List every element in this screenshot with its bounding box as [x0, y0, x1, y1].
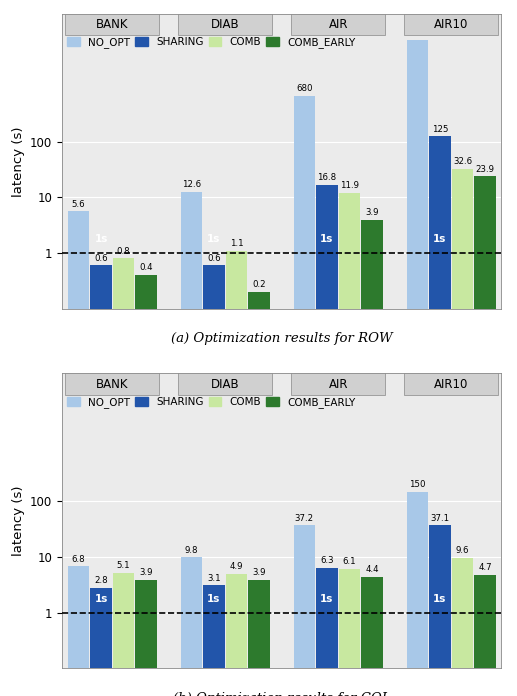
Bar [452, 169, 473, 696]
Text: 5.1: 5.1 [117, 562, 130, 571]
Text: (b) Optimization results for COL: (b) Optimization results for COL [173, 692, 390, 696]
Bar [203, 585, 225, 696]
Text: 4.7: 4.7 [478, 564, 492, 573]
FancyBboxPatch shape [404, 374, 498, 395]
Bar [406, 491, 428, 696]
Text: BANK: BANK [96, 18, 129, 31]
Text: 3.9: 3.9 [252, 568, 266, 577]
Text: 3.9: 3.9 [366, 208, 379, 217]
Text: 1s: 1s [207, 234, 221, 244]
Text: 680: 680 [296, 84, 313, 93]
Text: AIR: AIR [328, 377, 348, 390]
Bar [406, 40, 428, 696]
Text: 1.1: 1.1 [230, 239, 244, 248]
Bar [203, 265, 225, 696]
Bar [113, 574, 134, 696]
Bar [475, 575, 496, 696]
Bar [249, 292, 270, 696]
FancyBboxPatch shape [292, 14, 385, 35]
Text: 150: 150 [409, 480, 425, 489]
Text: 1s: 1s [433, 234, 447, 244]
FancyBboxPatch shape [66, 374, 159, 395]
Bar [316, 568, 338, 696]
Text: 1s: 1s [320, 234, 333, 244]
Text: AIR: AIR [328, 18, 348, 31]
Bar [361, 220, 383, 696]
Bar [226, 251, 247, 696]
Bar [316, 185, 338, 696]
Text: 3.1: 3.1 [207, 574, 221, 583]
Text: 125: 125 [432, 125, 448, 134]
Text: 0.2: 0.2 [252, 280, 266, 289]
Text: 16.8: 16.8 [317, 173, 337, 182]
Text: 4.4: 4.4 [366, 565, 379, 574]
Text: 37.2: 37.2 [295, 514, 314, 523]
Bar [68, 212, 89, 696]
Text: 9.8: 9.8 [185, 546, 198, 555]
Bar [294, 95, 315, 696]
Text: 9.6: 9.6 [456, 546, 469, 555]
Bar [226, 574, 247, 696]
Text: 4.9: 4.9 [230, 562, 244, 571]
Bar [113, 258, 134, 696]
Bar [249, 580, 270, 696]
Bar [135, 580, 157, 696]
Text: 37.1: 37.1 [430, 514, 449, 523]
Text: 3.9: 3.9 [140, 568, 153, 577]
Text: 2.8: 2.8 [94, 576, 108, 585]
Text: 1s: 1s [207, 594, 221, 603]
Bar [475, 176, 496, 696]
Text: 23.9: 23.9 [476, 165, 495, 174]
Text: AIR10: AIR10 [434, 18, 468, 31]
Text: 6.3: 6.3 [320, 556, 334, 565]
Text: 6.1: 6.1 [343, 557, 356, 566]
FancyBboxPatch shape [178, 14, 272, 35]
Text: 6.8: 6.8 [72, 555, 85, 564]
Text: 1s: 1s [433, 594, 447, 603]
Text: 11.9: 11.9 [340, 182, 359, 191]
Text: 1s: 1s [320, 594, 333, 603]
Bar [135, 275, 157, 696]
Bar [294, 525, 315, 696]
Bar [180, 192, 202, 696]
FancyBboxPatch shape [292, 374, 385, 395]
Text: 0.6: 0.6 [94, 253, 108, 262]
Text: 12.6: 12.6 [182, 180, 201, 189]
Text: AIR10: AIR10 [434, 377, 468, 390]
Text: 1s: 1s [94, 594, 108, 603]
Text: 0.8: 0.8 [117, 246, 130, 255]
Bar [180, 557, 202, 696]
Legend: NO_OPT, SHARING, COMB, COMB_EARLY: NO_OPT, SHARING, COMB, COMB_EARLY [67, 379, 356, 408]
Bar [452, 558, 473, 696]
Bar [429, 136, 451, 696]
Text: 1s: 1s [94, 234, 108, 244]
Legend: NO_OPT, SHARING, COMB, COMB_EARLY: NO_OPT, SHARING, COMB, COMB_EARLY [67, 19, 356, 48]
Text: (a) Optimization results for ROW: (a) Optimization results for ROW [171, 332, 392, 345]
Bar [90, 587, 112, 696]
Text: BANK: BANK [96, 377, 129, 390]
Text: 0.4: 0.4 [140, 263, 153, 272]
FancyBboxPatch shape [404, 14, 498, 35]
Y-axis label: latency (s): latency (s) [11, 126, 24, 196]
Bar [90, 265, 112, 696]
FancyBboxPatch shape [66, 14, 159, 35]
FancyBboxPatch shape [178, 374, 272, 395]
Bar [68, 567, 89, 696]
Bar [429, 525, 451, 696]
Text: 5.6: 5.6 [72, 200, 85, 209]
Y-axis label: latency (s): latency (s) [11, 486, 24, 556]
Text: DIAB: DIAB [211, 18, 239, 31]
Text: 32.6: 32.6 [453, 157, 472, 166]
Text: 6897: 6897 [406, 28, 428, 37]
Bar [339, 193, 360, 696]
Text: 0.6: 0.6 [207, 253, 221, 262]
Text: DIAB: DIAB [211, 377, 239, 390]
Bar [361, 577, 383, 696]
Bar [339, 569, 360, 696]
